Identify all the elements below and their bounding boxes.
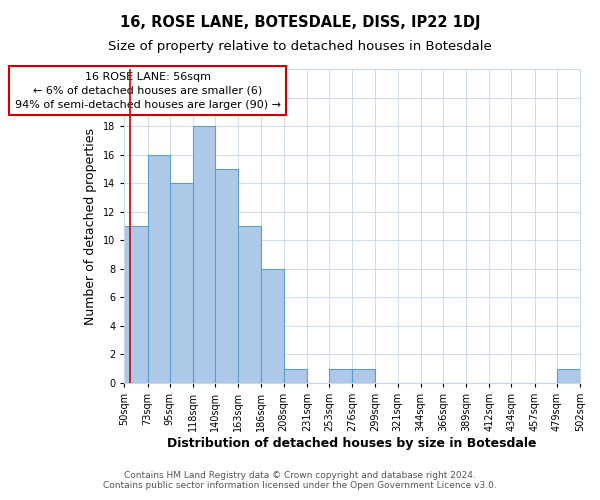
Text: 16 ROSE LANE: 56sqm
← 6% of detached houses are smaller (6)
94% of semi-detached: 16 ROSE LANE: 56sqm ← 6% of detached hou… [14, 72, 281, 110]
Text: Contains HM Land Registry data © Crown copyright and database right 2024.
Contai: Contains HM Land Registry data © Crown c… [103, 470, 497, 490]
Bar [557, 369, 580, 383]
Bar [193, 126, 215, 383]
Bar [329, 369, 352, 383]
Bar [238, 226, 262, 383]
Bar [352, 369, 376, 383]
Bar [124, 226, 148, 383]
Text: Size of property relative to detached houses in Botesdale: Size of property relative to detached ho… [108, 40, 492, 53]
Bar [148, 154, 170, 383]
Y-axis label: Number of detached properties: Number of detached properties [84, 128, 97, 324]
Text: 16, ROSE LANE, BOTESDALE, DISS, IP22 1DJ: 16, ROSE LANE, BOTESDALE, DISS, IP22 1DJ [120, 15, 480, 30]
Bar [170, 183, 193, 383]
Bar [262, 269, 284, 383]
X-axis label: Distribution of detached houses by size in Botesdale: Distribution of detached houses by size … [167, 437, 537, 450]
Bar [284, 369, 307, 383]
Bar [215, 169, 238, 383]
